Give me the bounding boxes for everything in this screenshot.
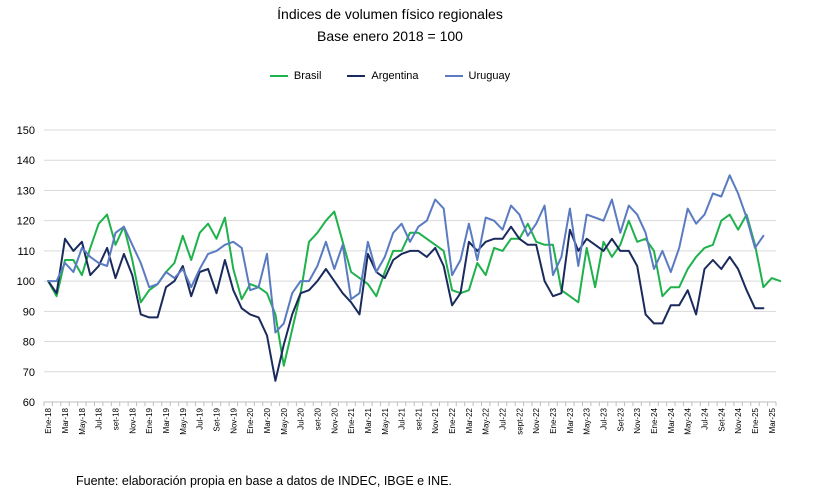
y-tick-label: 90	[23, 306, 35, 318]
x-tick-label: Jul-22	[499, 407, 508, 429]
y-tick-label: 130	[17, 185, 35, 197]
y-tick-label: 100	[17, 276, 35, 288]
legend-swatch-argentina	[347, 75, 366, 77]
x-tick-label: set-18	[112, 407, 121, 430]
x-tick-label: May-22	[482, 407, 491, 434]
x-tick-label: Set-19	[212, 407, 221, 431]
x-tick-label: Nov-19	[229, 407, 238, 433]
x-tick-label: May-18	[78, 407, 87, 434]
x-tick-label: Ene-20	[246, 407, 255, 433]
x-tick-label: Set-24	[717, 407, 726, 431]
x-tick-label: Nov-18	[128, 407, 137, 433]
x-tick-label: Nov-21	[431, 407, 440, 433]
x-tick-label: set-20	[313, 407, 322, 430]
x-tick-label: Mar-23	[566, 407, 575, 433]
x-tick-label: May-23	[583, 407, 592, 434]
x-tick-label: Ene-21	[347, 407, 356, 433]
y-tick-label: 80	[23, 337, 35, 349]
x-tick-label: Mar-18	[61, 407, 70, 433]
x-tick-label: Ene-24	[650, 407, 659, 433]
x-tick-label: May-24	[684, 407, 693, 434]
x-tick-label: Jul-23	[600, 407, 609, 429]
y-tick-label: 140	[17, 155, 35, 167]
legend-label-argentina: Argentina	[371, 70, 419, 82]
y-tick-label: 110	[17, 246, 35, 258]
x-tick-label: Ene-18	[44, 407, 53, 433]
x-tick-label: Jul-18	[95, 407, 104, 429]
x-tick-label: Mar-20	[263, 407, 272, 433]
x-tick-label: Nov-24	[734, 407, 743, 433]
legend-item-brasil: Brasil	[269, 70, 322, 82]
x-tick-label: Ene-19	[145, 407, 154, 433]
y-tick-label: 70	[23, 367, 35, 379]
x-tick-label: Ene-23	[549, 407, 558, 433]
chart-subtitle: Base enero 2018 = 100	[317, 28, 463, 44]
x-tick-label: Mar-24	[667, 407, 676, 433]
x-tick-label: Jul-21	[398, 407, 407, 429]
source-footnote: Fuente: elaboración propia en base a dat…	[76, 474, 452, 488]
y-tick-label: 120	[17, 216, 35, 228]
x-tick-label: May-21	[381, 407, 390, 434]
legend-label-brasil: Brasil	[293, 70, 322, 82]
x-tick-label: Nov-22	[532, 407, 541, 433]
x-tick-label: Jul-19	[196, 407, 205, 429]
x-tick-label: Jul-24	[700, 407, 709, 429]
series-line-uruguay	[47, 174, 765, 334]
series-line-argentina	[47, 225, 765, 382]
chart-title: Índices de volumen físico regionales	[277, 6, 503, 22]
x-tick-label: Ene-25	[751, 407, 760, 433]
x-tick-label: Nov-23	[633, 407, 642, 433]
chart-legend: Brasil Argentina Uruguay	[0, 70, 780, 82]
x-tick-label: set-21	[414, 407, 423, 430]
x-tick-label: Jul-20	[297, 407, 306, 429]
x-tick-label: Mar-21	[364, 407, 373, 433]
y-tick-label: 60	[23, 397, 35, 409]
legend-item-uruguay: Uruguay	[444, 70, 511, 82]
x-tick-label: sept-22	[515, 407, 524, 434]
x-tick-label: Nov-20	[330, 407, 339, 433]
x-tick-label: Mar-19	[162, 407, 171, 433]
x-tick-label: Set-23	[616, 407, 625, 431]
legend-swatch-brasil	[269, 75, 288, 77]
legend-swatch-uruguay	[444, 75, 463, 77]
line-chart: 60 70 80 90 100 110 120 130 140 150 Ene-18 Mar-18 Ma…	[17, 125, 782, 435]
legend-label-uruguay: Uruguay	[468, 70, 511, 82]
x-tick-label: Mar-25	[768, 407, 777, 433]
legend-item-argentina: Argentina	[347, 70, 419, 82]
x-tick-label: Mar-22	[465, 407, 474, 433]
x-tick-label: May-19	[179, 407, 188, 434]
x-tick-label: May-20	[280, 407, 289, 434]
x-tick-label: Ene-22	[448, 407, 457, 433]
y-tick-label: 150	[17, 125, 35, 137]
